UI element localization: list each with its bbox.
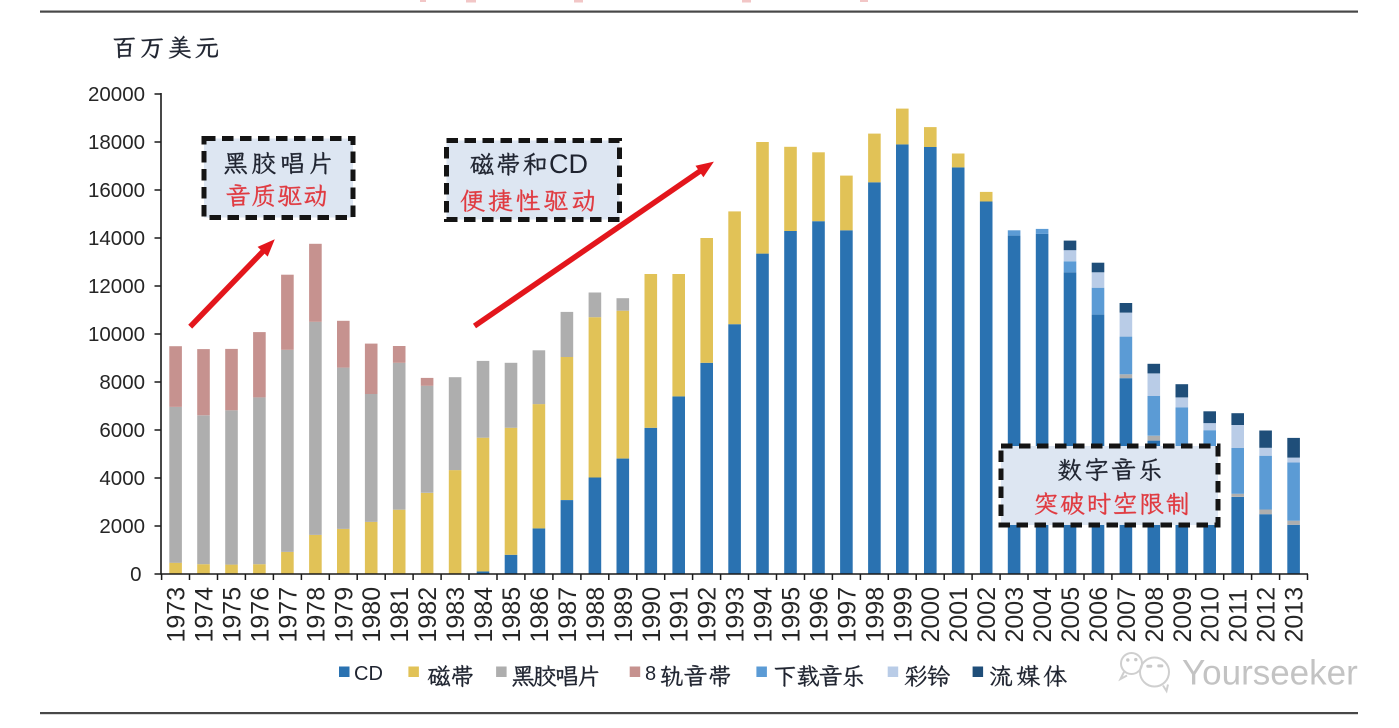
svg-text:1998: 1998 — [861, 587, 889, 643]
svg-text:1997: 1997 — [833, 587, 861, 643]
svg-text:2000: 2000 — [917, 587, 945, 643]
svg-text:1975: 1975 — [219, 587, 247, 643]
svg-text:1979: 1979 — [330, 587, 358, 643]
svg-text:CD: CD — [354, 663, 383, 685]
svg-text:2012: 2012 — [1253, 587, 1281, 643]
svg-text:1981: 1981 — [386, 587, 414, 643]
svg-text:0: 0 — [130, 563, 141, 586]
svg-text:2010: 2010 — [1197, 587, 1225, 643]
svg-text:8: 8 — [645, 663, 656, 685]
svg-text:1988: 1988 — [582, 587, 610, 643]
svg-text:1994: 1994 — [750, 587, 778, 643]
svg-text:2004: 2004 — [1029, 587, 1057, 643]
svg-text:1992: 1992 — [694, 587, 722, 643]
svg-text:2009: 2009 — [1169, 587, 1197, 643]
svg-text:1985: 1985 — [498, 587, 526, 643]
svg-text:1986: 1986 — [526, 587, 554, 643]
svg-text:1978: 1978 — [302, 587, 330, 643]
svg-text:1976: 1976 — [246, 587, 274, 643]
svg-text:1996: 1996 — [806, 587, 834, 643]
svg-text:14000: 14000 — [88, 227, 145, 250]
svg-text:20000: 20000 — [88, 83, 145, 106]
svg-text:1973: 1973 — [163, 587, 191, 643]
svg-text:10000: 10000 — [88, 323, 145, 346]
svg-text:2001: 2001 — [945, 587, 973, 643]
svg-text:2008: 2008 — [1141, 587, 1169, 643]
svg-text:1987: 1987 — [554, 587, 582, 643]
svg-text:2006: 2006 — [1085, 587, 1113, 643]
svg-text:Yourseeker: Yourseeker — [1182, 654, 1358, 693]
svg-text:12000: 12000 — [88, 275, 145, 298]
svg-text:1982: 1982 — [414, 587, 442, 643]
svg-text:1999: 1999 — [889, 587, 917, 643]
svg-text:8000: 8000 — [99, 371, 145, 394]
svg-text:1974: 1974 — [191, 587, 219, 643]
svg-text:16000: 16000 — [88, 179, 145, 202]
svg-text:2003: 2003 — [1001, 587, 1029, 643]
svg-text:2011: 2011 — [1225, 589, 1253, 643]
svg-text:1993: 1993 — [722, 587, 750, 643]
svg-text:4000: 4000 — [99, 467, 145, 490]
svg-text:6000: 6000 — [99, 419, 145, 442]
svg-text:2013: 2013 — [1281, 587, 1309, 643]
svg-text:1983: 1983 — [442, 587, 470, 643]
svg-text:18000: 18000 — [88, 131, 145, 154]
svg-text:1984: 1984 — [470, 587, 498, 643]
svg-text:2000: 2000 — [99, 515, 145, 538]
svg-text:1991: 1991 — [666, 587, 694, 643]
svg-text:1989: 1989 — [610, 587, 638, 643]
svg-text:2002: 2002 — [973, 587, 1001, 643]
svg-text:2005: 2005 — [1057, 587, 1085, 643]
svg-text:1980: 1980 — [358, 587, 386, 643]
svg-text:2007: 2007 — [1113, 587, 1141, 643]
svg-text:1990: 1990 — [638, 587, 666, 643]
svg-text:CD: CD — [549, 149, 588, 179]
svg-text:1977: 1977 — [274, 587, 302, 643]
svg-text:1995: 1995 — [778, 587, 806, 643]
